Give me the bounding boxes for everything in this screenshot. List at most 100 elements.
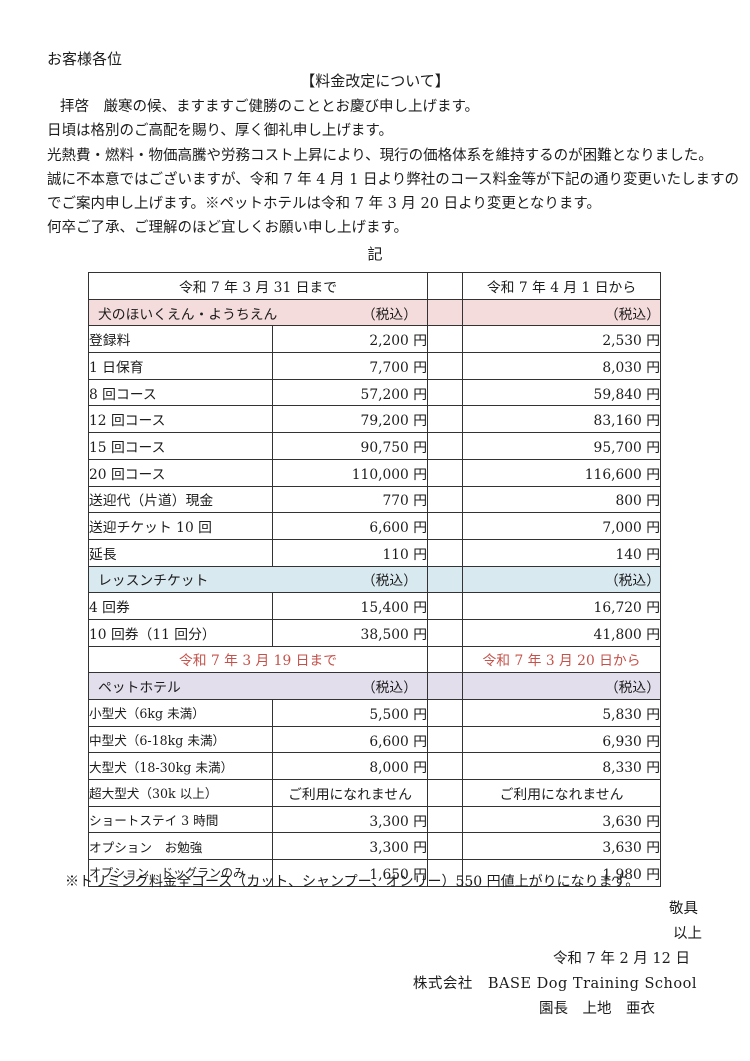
closing-ijou: 以上 [673, 926, 702, 942]
new-price: 140 円 [462, 538, 662, 567]
table-row: オプション ドッグランのみ 1,650 円 1,980 円 [88, 859, 662, 887]
gap-cell [427, 352, 464, 380]
gap-cell [427, 699, 464, 727]
old-price: 8,000 円 [271, 752, 429, 781]
new-price: 41,800 円 [462, 618, 662, 647]
letter-body-line: 誠に不本意ではございますが、令和 7 年 4 月 1 日より弊社のコース料金等が… [47, 171, 740, 188]
old-price: 7,700 円 [271, 352, 429, 380]
gap-cell [427, 779, 464, 807]
gap-cell [427, 618, 464, 647]
table-row: （税込） 犬のほいくえん・ようちえん （税込） [87, 298, 662, 327]
gap-cell [427, 645, 464, 674]
table-row: 10 回券（11 回分） 38,500 円 41,800 円 [88, 618, 662, 647]
gap-cell [427, 805, 464, 834]
signature: 園長 上地 亜衣 [539, 1001, 655, 1017]
table-row: 1 日保育 7,700 円 8,030 円 [88, 352, 662, 380]
record-marker: 記 [367, 245, 383, 263]
gap-cell [427, 405, 464, 434]
letter-body-line: 拝啓 厳寒の候、ますますご健勝のこととお慶び申し上げます。 [60, 99, 480, 115]
item-label: 4 回券 [88, 592, 273, 620]
gap-cell [427, 458, 464, 487]
table-row: 15 回コース 90,750 円 95,700 円 [88, 432, 662, 460]
gap-cell [427, 298, 464, 327]
price-table: 令和 7 年 3 月 31 日まで 令和 7 年 4 月 1 日から （税込） 犬のほ… [87, 272, 662, 887]
item-label: 送迎チケット 10 回 [88, 512, 273, 540]
table-row: 大型犬（18-30kg 未満） 8,000 円 8,330 円 [88, 752, 662, 781]
table-row: 令和 7 年 3 月 31 日まで 令和 7 年 4 月 1 日から [87, 272, 662, 300]
item-label: 中型犬（6-18kg 未満） [88, 725, 273, 754]
table-row: 小型犬（6kg 未満） 5,500 円 5,830 円 [88, 699, 662, 727]
table-row: 12 回コース 79,200 円 83,160 円 [88, 405, 662, 434]
table-row: 延長 110 円 140 円 [88, 538, 662, 567]
company-name: 株式会社 BASE Dog Training School [412, 976, 697, 992]
table-row: オプション お勉強 3,300 円 3,630 円 [88, 832, 662, 861]
table-row: 送迎チケット 10 回 6,600 円 7,000 円 [88, 512, 662, 540]
item-label: 10 回券（11 回分） [88, 618, 273, 647]
old-price: 1,650 円 [271, 859, 429, 887]
old-price: 79,200 円 [271, 405, 429, 434]
gap-cell [427, 485, 464, 514]
item-label: オプション ドッグランのみ [88, 859, 273, 887]
new-price: 3,630 円 [462, 832, 662, 861]
item-label: 送迎代（片道）現金 [88, 485, 273, 514]
new-price: 116,600 円 [462, 458, 662, 487]
new-price: 5,830 円 [462, 699, 662, 727]
table-row: 20 回コース 110,000 円 116,600 円 [88, 458, 662, 487]
item-label: 20 回コース [88, 458, 273, 487]
letter-body-line: 何卒ご了承、ご理解のほど宜しくお願い申し上げます。 [47, 220, 409, 237]
item-label: 延長 [88, 538, 273, 567]
item-label: 大型犬（18-30kg 未満） [88, 752, 273, 781]
gap-cell [427, 512, 464, 540]
old-price: 38,500 円 [271, 618, 429, 647]
tax-included-label-right: （税込） [462, 298, 662, 327]
table-row: 中型犬（6-18kg 未満） 6,600 円 6,930 円 [88, 725, 662, 754]
item-label: オプション お勉強 [88, 832, 273, 861]
old-price: 770 円 [271, 485, 429, 514]
letter-body-line: でご案内申し上げます。※ペットホテルは令和 7 年 3 月 20 日より変更とな… [47, 196, 601, 213]
old-price: ご利用になれません [271, 779, 429, 807]
letter-body-line: 日頃は格別のご高配を賜り、厚く御礼申し上げます。 [47, 123, 393, 140]
table-row: 令和 7 年 3 月 19 日まで 令和 7 年 3 月 20 日から [87, 645, 662, 674]
gap-cell [427, 325, 464, 354]
period-header-old: 令和 7 年 3 月 31 日まで [87, 272, 429, 300]
section-label: ペットホテル [98, 680, 181, 697]
new-price: 8,030 円 [462, 352, 662, 380]
gap-cell [427, 592, 464, 620]
old-price: 6,600 円 [271, 512, 429, 540]
item-label: ショートステイ 3 時間 [88, 805, 273, 834]
letter-date: 令和 7 年 2 月 12 日 [552, 951, 690, 967]
gap-cell [427, 725, 464, 754]
item-label: 登録料 [88, 325, 273, 354]
period-header-new: 令和 7 年 3 月 20 日から [462, 645, 662, 674]
table-row: 送迎代（片道）現金 770 円 800 円 [88, 485, 662, 514]
section-label-cell: （税込） レッスンチケット [87, 565, 429, 594]
table-row: 登録料 2,200 円 2,530 円 [88, 325, 662, 354]
gap-cell [427, 432, 464, 460]
item-label: 8 回コース [88, 378, 273, 407]
new-price: 3,630 円 [462, 805, 662, 834]
section-label: レッスンチケット [98, 573, 209, 590]
gap-cell [427, 832, 464, 861]
recipient: お客様各位 [47, 50, 123, 68]
gap-cell [427, 565, 464, 594]
new-price: 8,330 円 [462, 752, 662, 781]
period-header-old: 令和 7 年 3 月 19 日まで [87, 645, 429, 674]
new-price: 6,930 円 [462, 725, 662, 754]
period-header-new: 令和 7 年 4 月 1 日から [462, 272, 662, 300]
table-row: （税込） レッスンチケット （税込） [87, 565, 662, 594]
new-price: 1,980 円 [462, 859, 662, 887]
old-price: 90,750 円 [271, 432, 429, 460]
old-price: 5,500 円 [271, 699, 429, 727]
table-row: 超大型犬（30k 以上） ご利用になれません ご利用になれません [88, 779, 662, 807]
new-price: 2,530 円 [462, 325, 662, 354]
letter-body: 拝啓 厳寒の候、ますますご健勝のこととお慶び申し上げます。日頃は格別のご高配を賜… [47, 95, 740, 241]
page-title: 【料金改定について】 [300, 72, 450, 90]
table-row: 4 回券 15,400 円 16,720 円 [88, 592, 662, 620]
new-price: 7,000 円 [462, 512, 662, 540]
tax-included-label: （税込） [361, 306, 418, 323]
new-price: 95,700 円 [462, 432, 662, 460]
item-label: 小型犬（6kg 未満） [88, 699, 273, 727]
item-label: 12 回コース [88, 405, 273, 434]
old-price: 110 円 [271, 538, 429, 567]
